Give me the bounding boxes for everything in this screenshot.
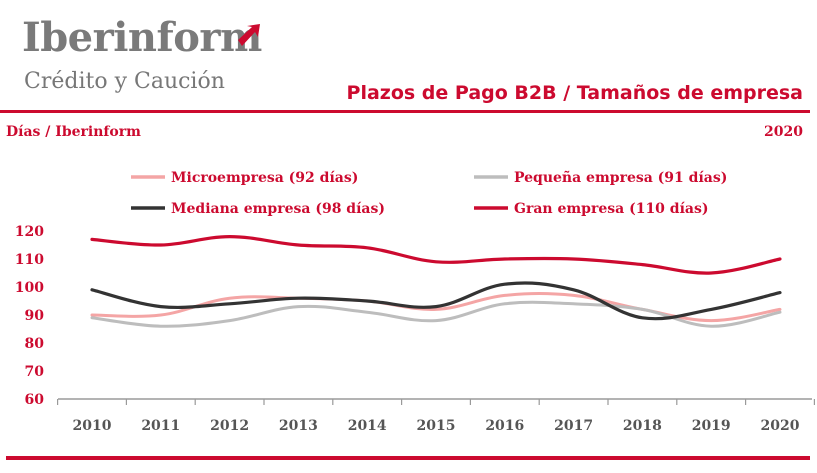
x-tick-label: 2016 <box>485 418 524 434</box>
x-tick-label: 2012 <box>210 418 249 434</box>
legend-label-1: Microempresa (92 días) <box>171 170 358 186</box>
bottom-divider <box>6 456 810 460</box>
legend-label-2: Pequeña empresa (91 días) <box>514 169 727 186</box>
y-tick-label: 100 <box>15 280 44 296</box>
series-line-2 <box>90 300 782 328</box>
y-tick-label: 70 <box>25 364 45 380</box>
legend-label-3: Mediana empresa (98 días) <box>171 201 385 217</box>
y-tick-label: 60 <box>25 392 45 408</box>
year-label: 2020 <box>764 124 803 140</box>
x-tick-label: 2019 <box>692 418 731 434</box>
logo-arrow-icon <box>238 24 260 46</box>
chart-title: Plazos de Pago B2B / Tamaños de empresa <box>346 82 803 104</box>
logo-tagline: Crédito y Caución <box>24 69 225 94</box>
x-tick-label: 2011 <box>141 418 180 434</box>
logo-wordmark: Iberinform <box>22 14 262 61</box>
y-tick-label: 90 <box>25 308 45 324</box>
title-divider <box>0 110 810 113</box>
y-tick-label: 120 <box>15 224 44 240</box>
x-tick-label: 2018 <box>623 418 662 434</box>
series-line-3 <box>90 281 782 321</box>
x-tick-label: 2017 <box>554 418 593 434</box>
legend-label-4: Gran empresa (110 días) <box>514 201 708 217</box>
x-tick-label: 2020 <box>761 418 800 434</box>
x-tick-label: 2013 <box>279 418 318 434</box>
x-tick-label: 2010 <box>73 418 112 434</box>
x-tick-label: 2015 <box>417 418 456 434</box>
y-tick-label: 80 <box>25 336 45 352</box>
y-tick-label: 110 <box>15 252 44 268</box>
chart-subtitle: Días / Iberinform <box>6 124 141 140</box>
x-tick-label: 2014 <box>348 418 387 434</box>
series-line-4 <box>90 234 782 275</box>
